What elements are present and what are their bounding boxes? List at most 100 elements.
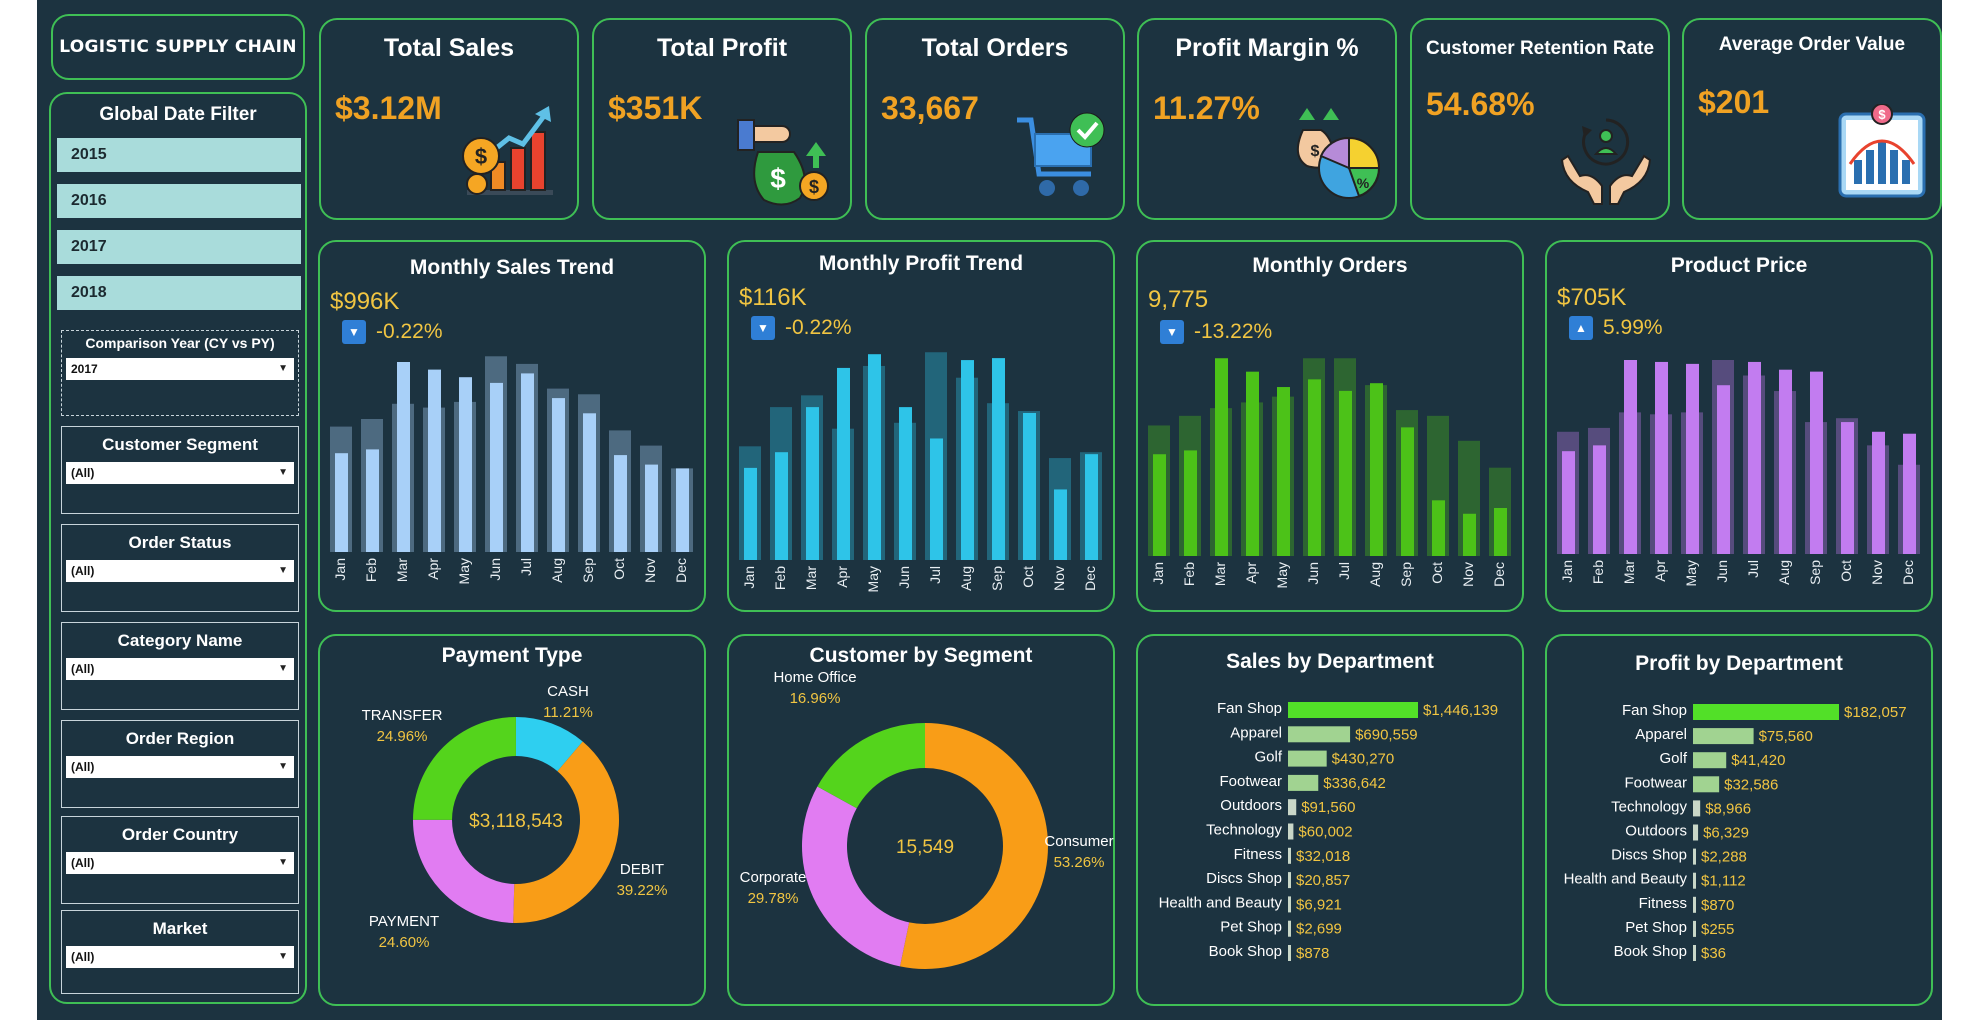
svg-text:$: $ [809,177,819,197]
bar-current-year[interactable] [1184,450,1197,556]
bar-current-year[interactable] [1810,371,1823,554]
department-bar[interactable] [1288,799,1297,816]
department-bar[interactable] [1288,920,1291,937]
department-bar[interactable] [1693,945,1696,961]
donut-slice[interactable] [513,741,619,923]
bar-current-year[interactable] [1655,361,1668,554]
bar-current-year[interactable] [1779,369,1792,554]
kpi-title: Profit Margin % [1175,34,1359,62]
department-bar[interactable] [1693,704,1839,720]
department-bar[interactable] [1693,776,1720,793]
bar-current-year[interactable] [1215,358,1228,556]
year-filter-2017[interactable]: 2017 [57,230,301,264]
donut-slice[interactable] [516,717,583,772]
bar-current-year[interactable] [397,362,410,552]
comparison-year-select[interactable]: 2017 ▼ [66,358,294,380]
bar-current-year[interactable] [459,377,472,552]
bar-current-year[interactable] [992,358,1005,560]
month-tick-label: Jul [518,558,534,576]
bar-current-year[interactable] [521,373,534,552]
bar-current-year[interactable] [1494,508,1507,556]
year-filter-2016[interactable]: 2016 [57,184,301,218]
change-value: -13.22% [1194,320,1273,343]
department-bar[interactable] [1288,945,1291,961]
bar-current-year[interactable] [961,360,974,560]
bar-current-year[interactable] [1624,360,1637,554]
department-bar[interactable] [1693,896,1696,913]
department-bar[interactable] [1693,800,1701,817]
department-value-label: $255 [1701,921,1734,938]
slice-name-label: PAYMENT [369,913,439,930]
bar-current-year[interactable] [744,467,757,560]
bar-current-year[interactable] [1463,513,1476,556]
bar-current-year[interactable] [1903,433,1916,554]
department-bar[interactable] [1693,920,1696,937]
bar-current-year[interactable] [366,449,379,552]
donut-slice[interactable] [413,717,516,820]
department-bar[interactable] [1288,847,1291,864]
bar-current-year[interactable] [899,407,912,560]
bar-current-year[interactable] [1308,379,1321,556]
bar-current-year[interactable] [490,382,503,552]
bar-current-year[interactable] [1432,500,1445,556]
department-bar[interactable] [1288,774,1319,791]
bar-current-year[interactable] [1277,387,1290,556]
department-value-label: $36 [1701,945,1726,962]
bar-current-year[interactable] [806,407,819,560]
bar-current-year[interactable] [645,464,658,552]
bar-current-year[interactable] [1562,451,1575,554]
customer-segment-select[interactable]: (All) ▼ [66,462,294,484]
department-bar[interactable] [1288,702,1418,718]
department-bar[interactable] [1693,752,1727,769]
bar-current-year[interactable] [1686,363,1699,554]
bar-current-year[interactable] [1717,385,1730,554]
bar-current-year[interactable] [1841,422,1854,554]
department-bar[interactable] [1288,872,1291,889]
bar-current-year[interactable] [1153,454,1166,556]
department-bar[interactable] [1693,848,1696,865]
market-select[interactable]: (All) ▼ [66,946,294,968]
department-bar[interactable] [1288,750,1327,767]
bar-current-year[interactable] [1401,427,1414,556]
bar-current-year[interactable] [837,367,850,560]
order-country-value: (All) [71,856,95,870]
department-bar[interactable] [1693,728,1754,745]
donut-slice[interactable] [817,723,925,809]
department-bar[interactable] [1288,726,1351,743]
bar-current-year[interactable] [775,452,788,560]
bar-current-year[interactable] [428,369,441,552]
department-label: Fitness [1234,846,1282,863]
bar-current-year[interactable] [1748,361,1761,554]
bar-current-year[interactable] [1054,489,1067,560]
month-tick-label: Nov [1869,560,1885,585]
bar-current-year[interactable] [583,413,596,552]
department-bar[interactable] [1288,823,1294,840]
bar-current-year[interactable] [614,455,627,552]
donut-slice[interactable] [899,723,1049,969]
bar-current-year[interactable] [1023,413,1036,560]
bar-current-year[interactable] [1339,390,1352,556]
bar-current-year[interactable] [1085,454,1098,560]
bar-current-year[interactable] [676,468,689,552]
month-tick-label: May [456,558,472,584]
department-bar[interactable] [1693,824,1699,841]
donut-slice[interactable] [802,786,910,967]
order-region-select[interactable]: (All) ▼ [66,756,294,778]
order-status-select[interactable]: (All) ▼ [66,560,294,582]
department-label: Pet Shop [1220,919,1282,936]
year-filter-2015[interactable]: 2015 [57,138,301,172]
bar-current-year[interactable] [1593,445,1606,554]
bar-current-year[interactable] [552,398,565,552]
bar-current-year[interactable] [1246,371,1259,556]
department-bar[interactable] [1693,872,1696,889]
bar-current-year[interactable] [1872,431,1885,554]
bar-current-year[interactable] [1370,383,1383,556]
donut-slice[interactable] [413,819,515,923]
order-country-select[interactable]: (All) ▼ [66,852,294,874]
department-bar[interactable] [1288,896,1291,913]
bar-current-year[interactable] [335,453,348,552]
bar-current-year[interactable] [930,438,943,560]
category-name-select[interactable]: (All) ▼ [66,658,294,680]
year-filter-2018[interactable]: 2018 [57,276,301,310]
bar-current-year[interactable] [868,354,881,560]
